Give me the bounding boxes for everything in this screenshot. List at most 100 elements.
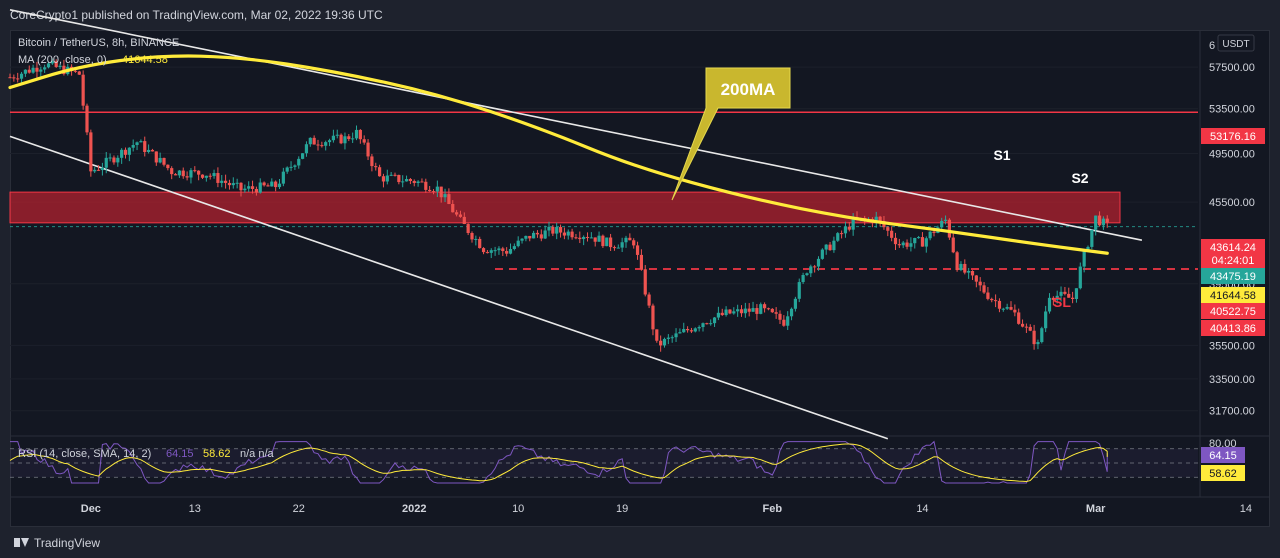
candle-body <box>447 194 451 204</box>
candle-body <box>770 308 774 313</box>
candle-body <box>247 186 251 189</box>
candle-body <box>304 144 309 154</box>
rsi-label-text: 64.15 <box>1209 450 1237 462</box>
candle-body <box>43 67 47 70</box>
candle-body <box>150 149 155 152</box>
candle-body <box>1055 295 1059 300</box>
candle-body <box>747 308 751 312</box>
candle-body <box>809 266 813 274</box>
candle-body <box>212 173 216 177</box>
candle-body <box>1001 308 1005 310</box>
candle-body <box>551 226 555 234</box>
legend-rsi-na: n/a n/a <box>240 448 275 460</box>
candle-body <box>474 238 478 240</box>
candle-body <box>81 74 85 106</box>
footer: TradingView <box>0 527 1280 558</box>
candle-body <box>200 174 205 178</box>
candle-body <box>539 234 543 239</box>
callout-box <box>671 67 791 201</box>
candle-body <box>243 188 247 191</box>
time-tick-label: 14 <box>1240 503 1252 515</box>
candle-body <box>470 232 474 240</box>
sl-label: SL <box>1053 294 1071 310</box>
legend-rsi-label: RSI (14, close, SMA, 14, 2) <box>18 448 151 460</box>
candle-body <box>1020 323 1025 327</box>
candle-body <box>505 251 509 254</box>
price-label-text: 53176.16 <box>1210 131 1256 143</box>
candle-body <box>1097 215 1102 226</box>
candle-body <box>624 237 628 243</box>
candle-body <box>324 142 328 146</box>
candle-body <box>116 157 120 163</box>
zone-layer <box>9 111 1198 270</box>
candle-body <box>274 181 278 188</box>
candle-body <box>439 186 443 198</box>
candle-body <box>458 214 463 217</box>
candle-body <box>843 226 848 234</box>
price-label-box <box>1201 303 1265 319</box>
price-label-box <box>1201 128 1265 144</box>
rsi-line <box>10 440 1108 484</box>
candle-body <box>820 249 824 259</box>
candle-body <box>605 237 609 247</box>
candle-body <box>1009 307 1013 310</box>
candle-body <box>239 182 243 191</box>
candle-body <box>385 175 389 182</box>
candle-body <box>920 237 925 247</box>
price-tick-label: 33500.00 <box>1209 374 1255 386</box>
candle-body <box>158 157 162 163</box>
candle-body <box>374 166 378 168</box>
candle-body <box>963 263 967 273</box>
candle-body <box>100 167 104 171</box>
candle-body <box>347 136 351 140</box>
candle-body <box>897 244 901 246</box>
candle-body <box>593 237 597 242</box>
price-label-box <box>1201 287 1265 303</box>
tradingview-logo[interactable]: TradingView <box>14 536 100 550</box>
publish-text: CoreCrypto1 published on TradingView.com… <box>10 8 383 22</box>
candle-body <box>982 285 986 293</box>
candle-body <box>478 238 482 249</box>
publish-header: CoreCrypto1 published on TradingView.com… <box>0 0 1280 30</box>
candle-body <box>358 129 362 140</box>
candle-body <box>558 227 563 233</box>
candle-body <box>320 145 324 147</box>
currency-button[interactable]: USDT <box>1217 34 1255 52</box>
legend-rsi-sma: 58.62 <box>203 448 231 460</box>
candle-body <box>120 149 124 158</box>
candle-body <box>947 219 951 238</box>
candle-body <box>224 180 228 183</box>
price-tick-label: 35500.00 <box>1209 340 1255 352</box>
trend-layer <box>9 9 1143 440</box>
candle-body <box>285 167 289 172</box>
candle-body <box>940 220 944 228</box>
candle-body <box>893 237 898 245</box>
candle-body <box>1086 246 1090 251</box>
candle-body <box>23 69 27 74</box>
candle-body <box>197 170 201 175</box>
candle-body <box>1059 291 1063 296</box>
candle-body <box>451 203 455 213</box>
price-label-box <box>1201 252 1265 268</box>
candle-body <box>1094 215 1098 230</box>
candle-body <box>632 240 636 246</box>
candle-body <box>643 269 647 295</box>
candle-body <box>597 235 601 242</box>
candle-body <box>678 332 682 334</box>
legend-ma-value: 41644.58 <box>122 54 168 66</box>
time-tick-label: 22 <box>293 503 305 515</box>
candle-body <box>774 312 778 314</box>
candle-body <box>493 250 497 252</box>
candle-body <box>840 233 844 235</box>
candle-body <box>1051 297 1055 300</box>
candle-body <box>543 230 547 239</box>
candle-body <box>943 219 948 221</box>
candle-body <box>227 182 232 186</box>
candle-body <box>913 237 917 244</box>
candle-body <box>85 105 89 133</box>
candle-body <box>104 157 108 168</box>
rsi-layer <box>9 440 1198 484</box>
candle-body <box>724 309 728 316</box>
candle-body <box>967 270 971 273</box>
